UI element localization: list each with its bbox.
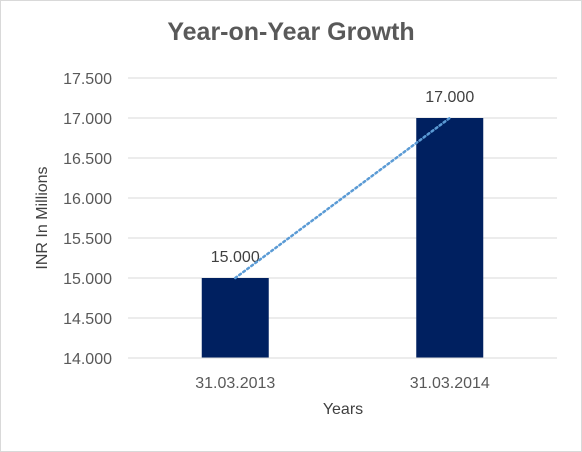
bar [416,118,484,358]
y-tick-label: 17.500 [63,71,112,88]
data-label: 17.000 [425,89,474,106]
y-tick-label: 15.500 [63,231,112,248]
y-tick-label: 16.500 [63,151,112,168]
chart-title: Year-on-Year Growth [167,18,415,46]
trendline [234,116,451,280]
x-tick-label: 31.03.2014 [410,375,490,392]
data-label: 15.000 [211,249,260,266]
bar [201,278,269,358]
y-tick-label: 16.000 [63,191,112,208]
x-axis-label: Years [322,401,364,418]
y-tick-label: 14.000 [63,351,112,368]
x-tick-label: 31.03.2013 [195,375,275,392]
y-tick-label: 14.500 [63,311,112,328]
y-tick-label: 15.000 [63,271,112,288]
y-tick-label: 17.000 [63,111,112,128]
